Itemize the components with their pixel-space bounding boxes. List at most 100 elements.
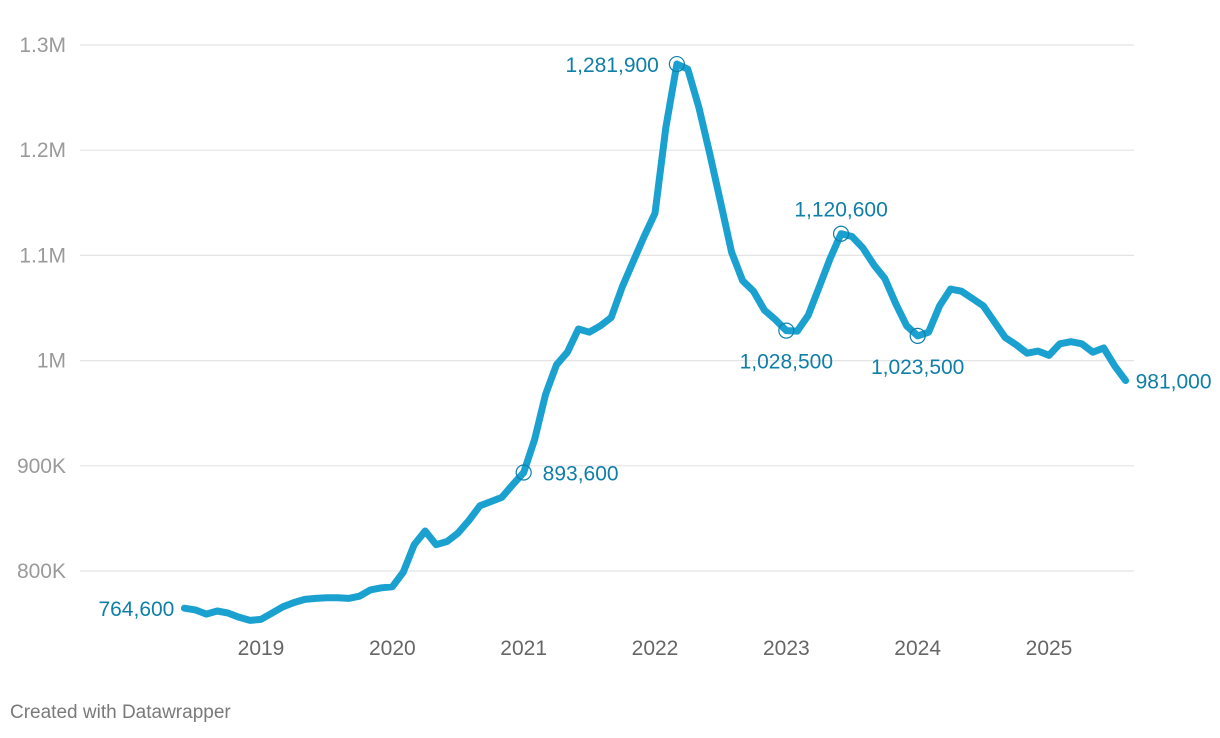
data-point [1013,341,1020,348]
data-point [487,498,494,505]
data-point [455,530,462,537]
data-point [312,595,319,602]
x-tick-label: 2023 [763,637,810,660]
annotation-label: 1,023,500 [871,356,964,379]
series-layer [180,60,1130,624]
data-point [356,593,363,600]
annotation-label: 981,000 [1136,371,1212,394]
data-point [903,322,910,329]
data-point [1035,348,1042,355]
data-point [706,150,713,157]
y-tick-label: 900K [17,455,66,478]
data-point [433,541,440,548]
y-tick-label: 1M [37,350,66,373]
data-point [247,617,254,624]
data-point [838,230,845,237]
data-point [214,608,221,615]
data-point [542,391,549,398]
data-point [1046,352,1053,359]
data-point [969,295,976,302]
data-point [301,596,308,603]
annotation-marker [668,55,685,73]
data-point [564,349,571,356]
x-tick-label: 2024 [894,637,941,660]
data-point [958,288,965,295]
annotation-label: 1,028,500 [740,351,833,374]
x-tick-label: 2019 [238,637,285,660]
data-point [531,436,538,443]
data-point [1111,362,1118,369]
annotation-marker [515,464,532,481]
data-point [794,328,801,335]
data-point [805,312,812,319]
data-point [181,605,188,612]
series-line [180,60,1130,624]
data-point [947,286,954,293]
data-point [236,614,243,621]
y-tick-label: 800K [17,560,66,583]
x-tick-label: 2025 [1026,637,1073,660]
data-point [1100,345,1107,352]
data-point [925,329,932,336]
data-point [258,616,265,623]
data-point [980,302,987,309]
data-point [1078,340,1085,347]
data-point [279,603,286,610]
data-point [849,233,856,240]
data-point [750,288,757,295]
annotation-label: 1,281,900 [565,54,658,77]
data-point [673,61,680,68]
data-point [630,258,637,265]
data-point [586,329,593,336]
data-point [892,300,899,307]
annotations: 764,600 893,600 1,281,900 1,028,500 1,120,60… [98,54,1211,621]
data-point [203,611,210,618]
data-point [389,583,396,590]
data-point [553,361,560,368]
data-point [684,66,691,73]
x-tick-label: 2021 [500,637,547,660]
y-tick-label: 1.1M [19,244,66,267]
data-point [400,569,407,576]
x-tick-label: 2022 [632,637,679,660]
data-point [269,610,276,617]
data-point [444,538,451,545]
data-point [597,322,604,329]
data-point [520,469,527,476]
data-point [608,314,615,321]
data-point [367,587,374,594]
data-point [761,307,768,314]
annotation-label: 764,600 [98,598,174,621]
datawrapper-credit[interactable]: Created with Datawrapper [10,702,231,723]
data-point [816,284,823,291]
gridlines [80,44,1134,572]
data-point [695,104,702,111]
data-point [936,302,943,309]
annotation-label: 1,120,600 [794,199,887,222]
annotation-marker [778,322,795,339]
data-point [345,595,352,602]
data-point [739,277,746,284]
data-point [422,528,429,535]
data-point [717,199,724,206]
y-tick-label: 1.2M [19,139,66,162]
data-point [1089,349,1096,356]
data-point [827,255,834,262]
data-point [728,249,735,256]
data-point [772,316,779,323]
data-point [652,210,659,217]
data-point [1067,338,1074,345]
data-point [881,275,888,282]
annotation-marker [832,225,850,242]
data-point [323,594,330,601]
data-point [509,481,516,488]
data-point [476,502,483,509]
data-point [1002,334,1009,341]
y-axis-labels: 800K 900K 1M 1.1M 1.2M 1.3M [17,34,66,583]
data-point [641,233,648,240]
data-point [466,517,473,524]
data-point [914,332,921,339]
data-point [1057,340,1064,347]
data-point [1024,350,1031,357]
